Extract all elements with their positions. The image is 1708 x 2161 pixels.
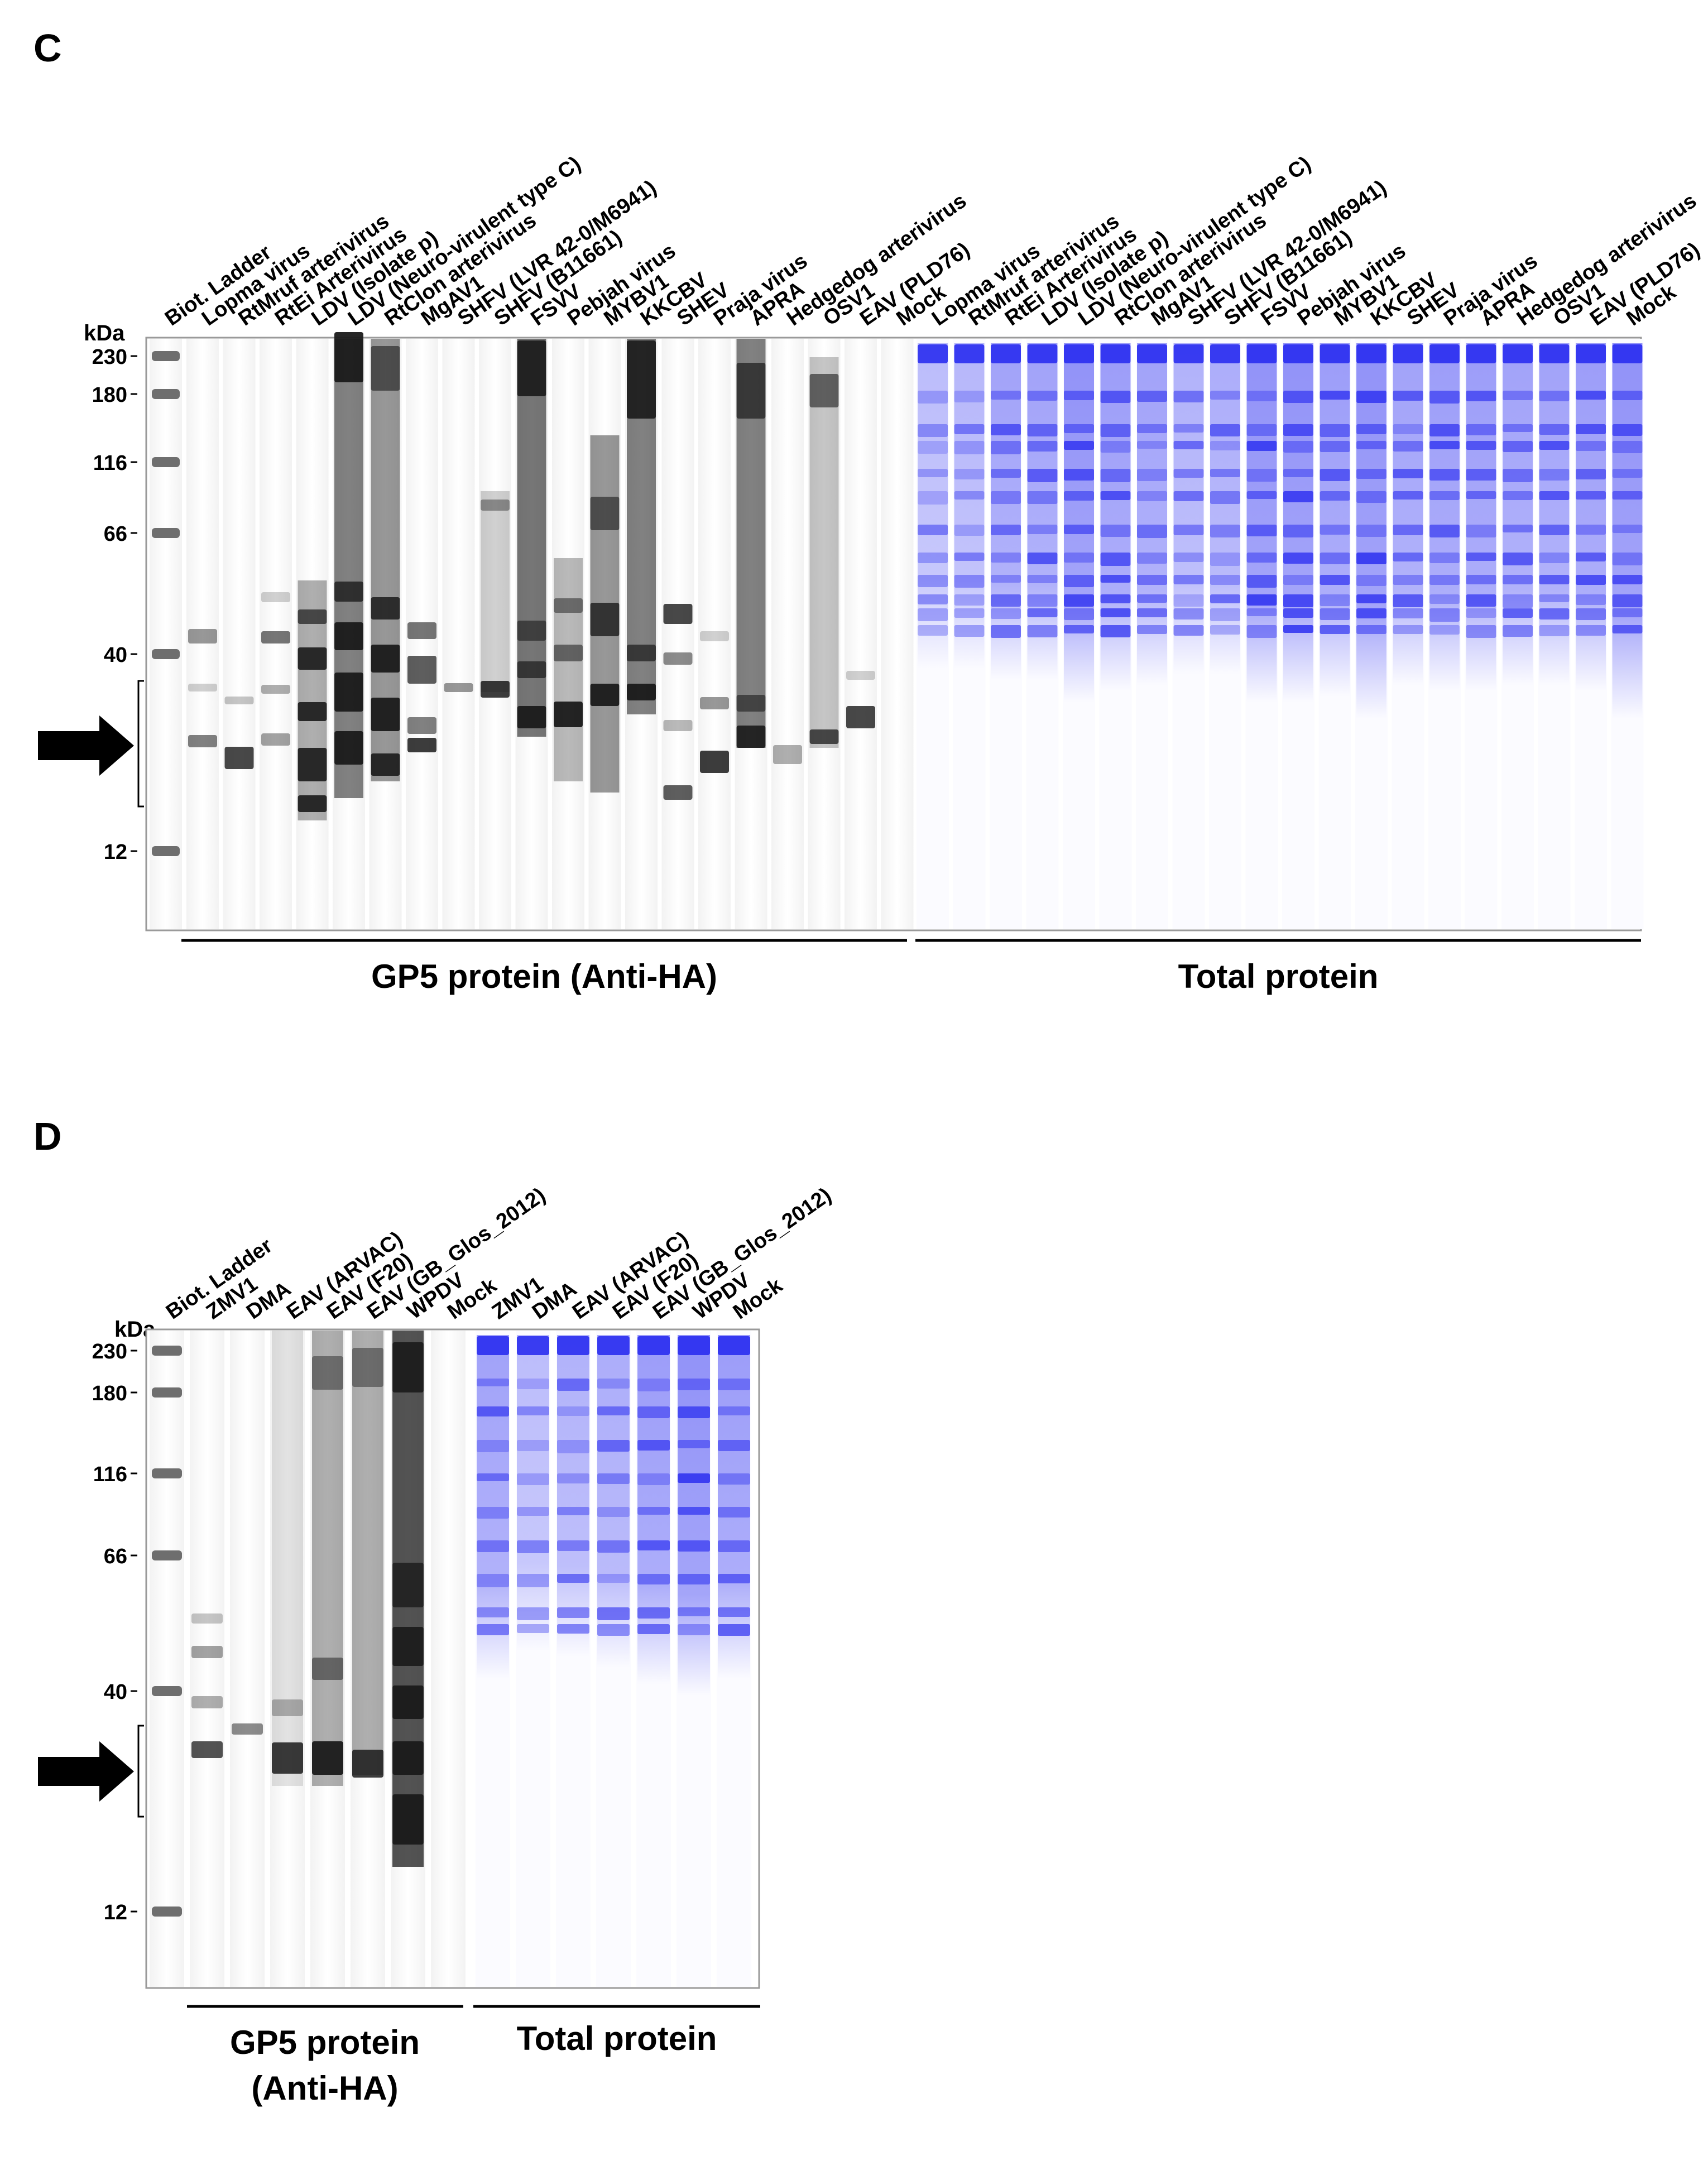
panel-d-gp5-lane (270, 1331, 305, 1987)
panel-d-ladder-band (152, 1686, 182, 1696)
panel-c-total-lane (953, 339, 986, 929)
panel-c-total-lane (1099, 339, 1132, 929)
panel-d-marker-40: 40 (104, 1680, 127, 1704)
panel-c-ladder-band (152, 528, 180, 538)
panel-c-ladder-band (152, 457, 180, 467)
panel-c-gp5-lane (845, 339, 877, 929)
panel-d-ladder-band (152, 1346, 182, 1356)
panel-c-gp5-lane (735, 339, 767, 929)
panel-d-total-lane (596, 1331, 631, 1987)
panel-d-ladder-band (152, 1907, 182, 1917)
panel-d-ladder-band (152, 1550, 182, 1560)
panel-d-gp5-lane (190, 1331, 224, 1987)
panel-c-marker-labels: 230 180 116 66 40 12 (92, 345, 137, 864)
panel-c-total-lane (1026, 339, 1059, 929)
panel-c-gp5-lane (186, 339, 219, 929)
panel-c-ladder-band (152, 389, 180, 399)
panel-c-total-lane (1136, 339, 1168, 929)
panel-c-marker-12: 12 (104, 841, 127, 864)
panel-c-gp5-lane (771, 339, 804, 929)
panel-c-bracket (137, 680, 144, 808)
panel-c-ladder-band (152, 846, 180, 856)
panel-c-ladder-band (152, 351, 180, 361)
panel-d-marker-230: 230 (92, 1340, 127, 1363)
panel-c-marker-116: 116 (93, 452, 127, 475)
panel-c-total-lane (917, 339, 949, 929)
panel-d-marker-66: 66 (104, 1545, 127, 1568)
panel-c-gp5-lane (808, 339, 841, 929)
panel-c-total-lane (1282, 339, 1314, 929)
panel-d-lanes (150, 1331, 751, 1987)
panel-d-gp5-lane (391, 1331, 425, 1987)
panel-d-gp5-title-line2: (Anti-HA) (251, 2069, 398, 2107)
panel-d-marker-180: 180 (92, 1382, 127, 1405)
panel-d-marker-116: 116 (93, 1463, 127, 1486)
panel-c-gp5-lane (442, 339, 475, 929)
panel-d-marker-labels: 230 180 116 66 40 12 (92, 1340, 137, 1924)
panel-c-gp5-lane (625, 339, 658, 929)
panel-d-total-lane (476, 1331, 510, 1987)
panel-c-arrow-icon (38, 715, 134, 776)
panel-c-gp5-lane (296, 339, 329, 929)
panel-d-gp5-title-line1: GP5 protein (230, 2024, 420, 2061)
panel-c-total-lane (1575, 339, 1607, 929)
panel-c-total-lane (1209, 339, 1241, 929)
panel-d-gp5-lane (351, 1331, 385, 1987)
panel-c-marker-40: 40 (104, 644, 127, 667)
panel-c-gp5-lane (881, 339, 914, 929)
panel-c-total-lane (1501, 339, 1534, 929)
panel-d-total-lane (556, 1331, 591, 1987)
panel-c-total-lane (1428, 339, 1461, 929)
panel-d-ladder-band (152, 1468, 182, 1478)
panel-c-total-lane (1611, 339, 1644, 929)
panel-c-total-lane (1538, 339, 1571, 929)
panel-c-gp5-lane (588, 339, 621, 929)
panel-c-letter: C (33, 26, 62, 70)
panel-c-marker-66: 66 (104, 522, 127, 546)
panel-c-kda-label: kDa (84, 321, 125, 345)
panel-c-gp5-lane (552, 339, 584, 929)
panel-c-ladder-band (152, 649, 180, 659)
panel-d-total-lane (636, 1331, 671, 1987)
panel-c-gp5-lane (333, 332, 365, 929)
panel-d-total-title: Total protein (517, 2020, 717, 2057)
panel-c-total-lane (1318, 339, 1351, 929)
panel-d-gp5-lane (230, 1331, 265, 1987)
panel-d-total-lane (516, 1331, 550, 1987)
panel-c-marker-230: 230 (92, 345, 127, 369)
panel-c-total-lane (1063, 339, 1095, 929)
panel-d-ladder-lane (150, 1331, 184, 1987)
panel-c-gp5-lane (406, 339, 438, 929)
panel-c-total-lane (1355, 339, 1388, 929)
panel-c-total-title: Total protein (1178, 958, 1379, 995)
panel-c-total-lane (990, 339, 1022, 929)
panel-c-gp5-lane (698, 339, 731, 929)
panel-d-letter: D (33, 1115, 62, 1158)
panel-c-total-lane (1172, 339, 1205, 929)
panel-c-gp5-lane (479, 339, 511, 929)
panel-c-total-lane (1392, 339, 1424, 929)
panel-d-bracket (137, 1725, 144, 1818)
panel-c-gp5-lane (661, 339, 694, 929)
panel-d-ladder-band (152, 1387, 182, 1398)
panel-c-total-lane (1245, 339, 1278, 929)
panel-d-gp5-lane (431, 1331, 466, 1987)
panel-c-ladder-lane (150, 339, 182, 929)
panel-c-gp5-lane (369, 339, 402, 929)
panel-d-gp5-lane (310, 1331, 345, 1987)
panel-d-marker-12: 12 (104, 1901, 127, 1924)
panel-c-gp5-title: GP5 protein (Anti-HA) (371, 958, 717, 995)
panel-c-total-lane (1465, 339, 1498, 929)
panel-c-gp5-lane (223, 339, 256, 929)
panel-c-marker-180: 180 (92, 383, 127, 407)
panel-c-gp5-lane (515, 339, 548, 929)
panel-c-gp5-lane (260, 339, 292, 929)
panel-d-total-lane (717, 1331, 751, 1987)
panel-d-arrow-icon (38, 1741, 134, 1802)
panel-d-total-lane (677, 1331, 711, 1987)
panel-c-lanes (150, 332, 1644, 929)
